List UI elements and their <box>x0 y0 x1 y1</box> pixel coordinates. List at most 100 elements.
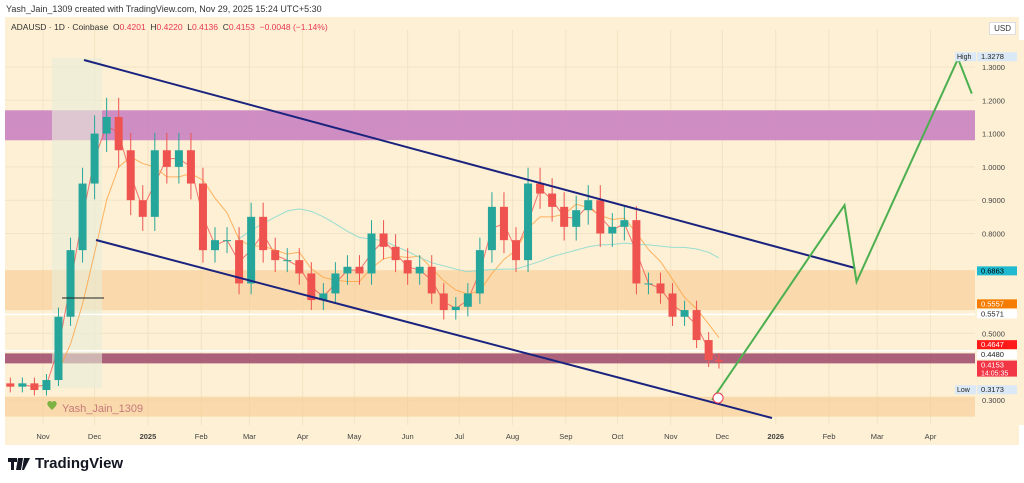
candle-body <box>475 250 484 294</box>
candle-body <box>463 293 472 307</box>
candle-body <box>499 206 508 241</box>
candle-body <box>66 250 75 317</box>
time-tick-label: Aug <box>506 432 519 441</box>
time-tick-label: Sep <box>559 432 572 441</box>
candle-body <box>138 200 147 217</box>
candle-body <box>42 380 51 391</box>
candle-body <box>403 260 412 274</box>
time-tick-label: Dec <box>716 432 730 441</box>
candle-body <box>174 150 183 167</box>
high-value: 0.4220 <box>156 22 183 32</box>
time-tick-label: Nov <box>664 432 678 441</box>
candle-body <box>235 240 244 284</box>
candle-body <box>608 226 617 234</box>
price-badge <box>977 309 1017 319</box>
extreme-label: Low <box>957 387 971 394</box>
candle-body <box>102 116 111 134</box>
candle-body <box>114 116 123 151</box>
candle-body <box>271 250 280 261</box>
price-badge <box>977 350 1017 360</box>
candle-body <box>30 383 39 391</box>
price-badge <box>977 52 1017 62</box>
candle-body <box>427 266 436 294</box>
candle-body <box>644 283 653 285</box>
price-badge-value: 0.6863 <box>981 266 1004 275</box>
price-tick-label: 0.5000 <box>982 329 1005 338</box>
tradingview-logo[interactable]: TradingView <box>8 455 123 472</box>
price-badge-value: 0.4480 <box>981 350 1004 359</box>
candle-body <box>78 183 87 251</box>
countdown-label: 14:05:35 <box>981 371 1008 378</box>
price-tick-label: 1.0000 <box>982 163 1005 172</box>
price-tick-label: 1.1000 <box>982 130 1005 139</box>
candle-body <box>247 216 256 284</box>
symbol-label[interactable]: ADAUSD · 1D · Coinbase <box>11 22 109 32</box>
candle-body <box>198 183 207 251</box>
time-tick-label: 2026 <box>767 432 784 441</box>
candle-body <box>355 266 364 274</box>
zone-current <box>5 353 975 364</box>
projection-path <box>711 56 973 401</box>
extreme-label: High <box>957 54 972 61</box>
candle-body <box>307 273 316 301</box>
time-tick-label: Mar <box>243 432 256 441</box>
candle-body <box>524 183 533 261</box>
time-tick-label: Apr <box>925 432 937 441</box>
time-tick-label: Mar <box>871 432 884 441</box>
candle-body <box>714 360 723 362</box>
price-badge-value: 0.3173 <box>981 385 1004 394</box>
change-value: −0.0048 (−1.14%) <box>259 22 328 32</box>
candle-body <box>632 220 641 284</box>
candle-body <box>343 266 352 274</box>
candle-body <box>211 240 219 251</box>
heart-icon <box>47 400 57 410</box>
candle-body <box>331 273 340 294</box>
time-tick-label: 2025 <box>140 432 157 441</box>
price-badge-value: 0.4153 <box>981 361 1004 370</box>
price-tick-label: 1.2000 <box>982 96 1005 105</box>
candle-body <box>126 150 135 201</box>
price-badge-value: 1.3278 <box>981 52 1004 61</box>
open-value: 0.4201 <box>119 22 146 32</box>
candle-body <box>451 306 460 311</box>
candle-body <box>283 260 292 262</box>
candle-body <box>391 246 400 261</box>
low-label: L <box>187 22 193 32</box>
watermark-text: Yash_Jain_1309 <box>62 403 143 415</box>
candle-body <box>512 240 520 261</box>
close-label: C <box>222 22 229 32</box>
candle-body <box>367 233 376 274</box>
time-tick-label: Nov <box>36 432 50 441</box>
candle-body <box>596 200 605 234</box>
price-tick-label: 0.8000 <box>982 230 1005 239</box>
high-label: H <box>150 22 157 32</box>
zone-resistance <box>5 110 975 141</box>
candle-body <box>415 266 424 274</box>
candle-body <box>692 310 701 341</box>
zone-support <box>5 396 975 417</box>
price-badge <box>977 266 1017 276</box>
price-badge <box>977 299 1017 309</box>
candle-body <box>150 150 159 217</box>
candle-body <box>186 150 195 184</box>
ohlc-legend: ADAUSD · 1D · Coinbase O0.4201 H0.4220 L… <box>11 22 328 32</box>
price-badge-value: 0.5571 <box>981 309 1004 318</box>
price-badge <box>977 385 1017 395</box>
candle-body <box>584 200 593 211</box>
time-tick-label: Dec <box>88 432 102 441</box>
chart-panel[interactable] <box>5 17 1019 445</box>
currency-button[interactable]: USD <box>989 22 1016 35</box>
candle-body <box>90 133 99 184</box>
candle-body <box>319 293 328 301</box>
candle-body <box>379 233 388 247</box>
flag-icon <box>712 392 724 404</box>
candle-body <box>656 283 665 294</box>
candle-body <box>536 183 545 194</box>
time-tick-label: Apr <box>297 432 309 441</box>
candle-body <box>704 340 713 361</box>
price-badge <box>977 360 1017 377</box>
time-tick-label: Oct <box>612 432 625 441</box>
price-badge-value: 0.4647 <box>981 340 1004 349</box>
candle-body <box>668 293 677 317</box>
